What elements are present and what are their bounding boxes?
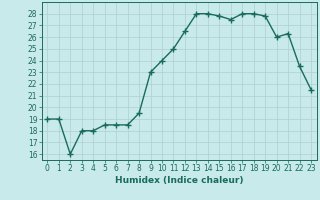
X-axis label: Humidex (Indice chaleur): Humidex (Indice chaleur) <box>115 176 244 185</box>
